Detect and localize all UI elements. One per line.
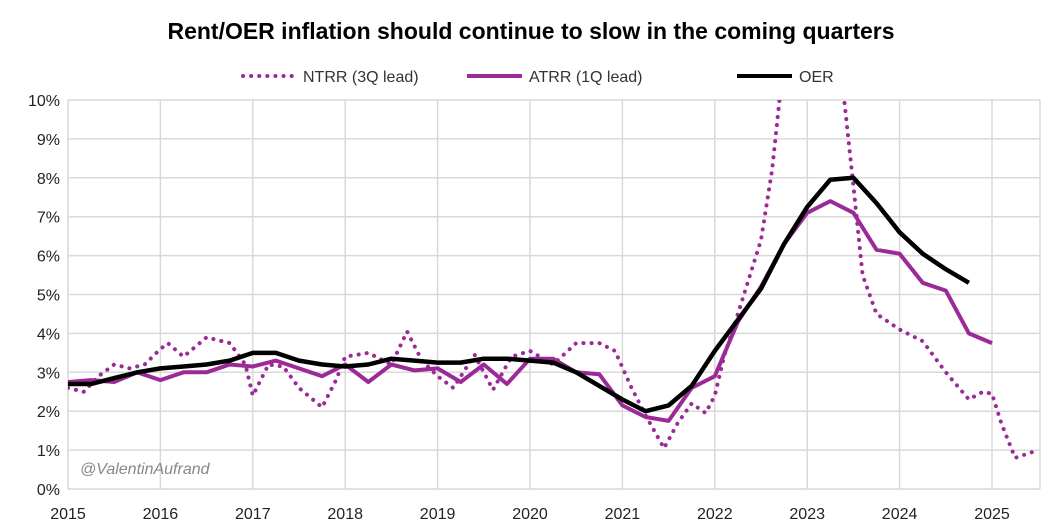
x-tick-label: 2023 xyxy=(789,506,825,523)
y-tick-label: 0% xyxy=(37,482,60,499)
series-line-ntrr xyxy=(68,100,1040,460)
x-tick-label: 2025 xyxy=(974,506,1010,523)
y-tick-label: 10% xyxy=(28,93,60,110)
y-tick-label: 2% xyxy=(37,404,60,421)
x-tick-label: 2019 xyxy=(420,506,456,523)
x-tick-label: 2015 xyxy=(50,506,86,523)
y-tick-label: 6% xyxy=(37,249,60,266)
y-tick-label: 4% xyxy=(37,326,60,343)
series-line-oer xyxy=(68,175,971,414)
y-tick-label: 5% xyxy=(37,288,60,305)
legend: NTRR (3Q lead) ATRR (1Q lead) OER xyxy=(241,69,834,86)
chart-title: Rent/OER inflation should continue to sl… xyxy=(167,18,895,44)
legend-label-ntrr: NTRR (3Q lead) xyxy=(303,69,419,86)
legend-label-atrr: ATRR (1Q lead) xyxy=(529,69,643,86)
y-tick-label: 1% xyxy=(37,443,60,460)
x-tick-label: 2020 xyxy=(512,506,548,523)
x-tick-label: 2018 xyxy=(327,506,363,523)
x-tick-label: 2024 xyxy=(882,506,918,523)
y-tick-label: 3% xyxy=(37,365,60,382)
x-tick-label: 2017 xyxy=(235,506,271,523)
x-tick-label: 2016 xyxy=(143,506,179,523)
x-tick-label: 2021 xyxy=(605,506,641,523)
x-tick-label: 2022 xyxy=(697,506,733,523)
y-tick-label: 8% xyxy=(37,171,60,188)
y-tick-label: 9% xyxy=(37,132,60,149)
watermark: @ValentinAufrand xyxy=(80,461,211,478)
y-tick-label: 7% xyxy=(37,210,60,227)
legend-label-oer: OER xyxy=(799,69,834,86)
